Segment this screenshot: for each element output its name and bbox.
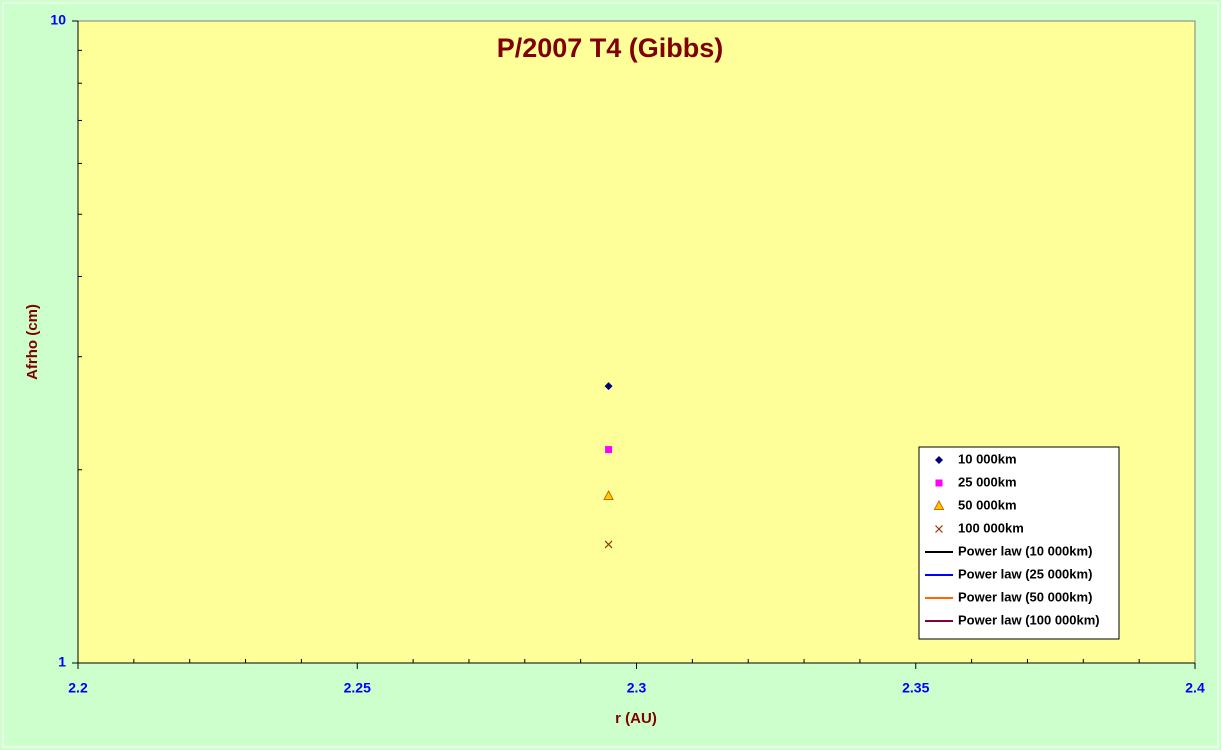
point [603, 489, 614, 501]
x-tick-label: 2.3 [627, 680, 647, 696]
x-tick-label: 2.4 [1185, 680, 1205, 696]
legend-label: Power law (100 000km) [958, 612, 1100, 627]
x-tick-label: 2.2 [68, 680, 88, 696]
point [605, 446, 613, 454]
legend-label: Power law (10 000km) [958, 543, 1092, 558]
legend-label: 50 000km [958, 497, 1017, 512]
legend-box [918, 446, 1120, 640]
y-axis-title: Afrho (cm) [24, 304, 41, 380]
point [604, 382, 613, 391]
y-tick-label: 1 [58, 654, 66, 670]
chart-title: P/2007 T4 (Gibbs) [497, 33, 724, 63]
point [604, 540, 613, 549]
legend-label: Power law (50 000km) [958, 589, 1092, 604]
legend-label: Power law (25 000km) [958, 566, 1092, 581]
legend-marker [935, 479, 943, 487]
x-axis-title: r (AU) [615, 710, 657, 727]
x-tick-label: 2.25 [344, 680, 371, 696]
x-tick-label: 2.35 [902, 680, 929, 696]
legend-label: 100 000km [958, 520, 1024, 535]
legend-label: 25 000km [958, 474, 1017, 489]
legend-label: 10 000km [958, 451, 1017, 466]
legend-marker [935, 525, 943, 533]
legend-marker [933, 499, 945, 510]
legend-marker [935, 456, 943, 464]
y-tick-label: 10 [50, 12, 66, 28]
